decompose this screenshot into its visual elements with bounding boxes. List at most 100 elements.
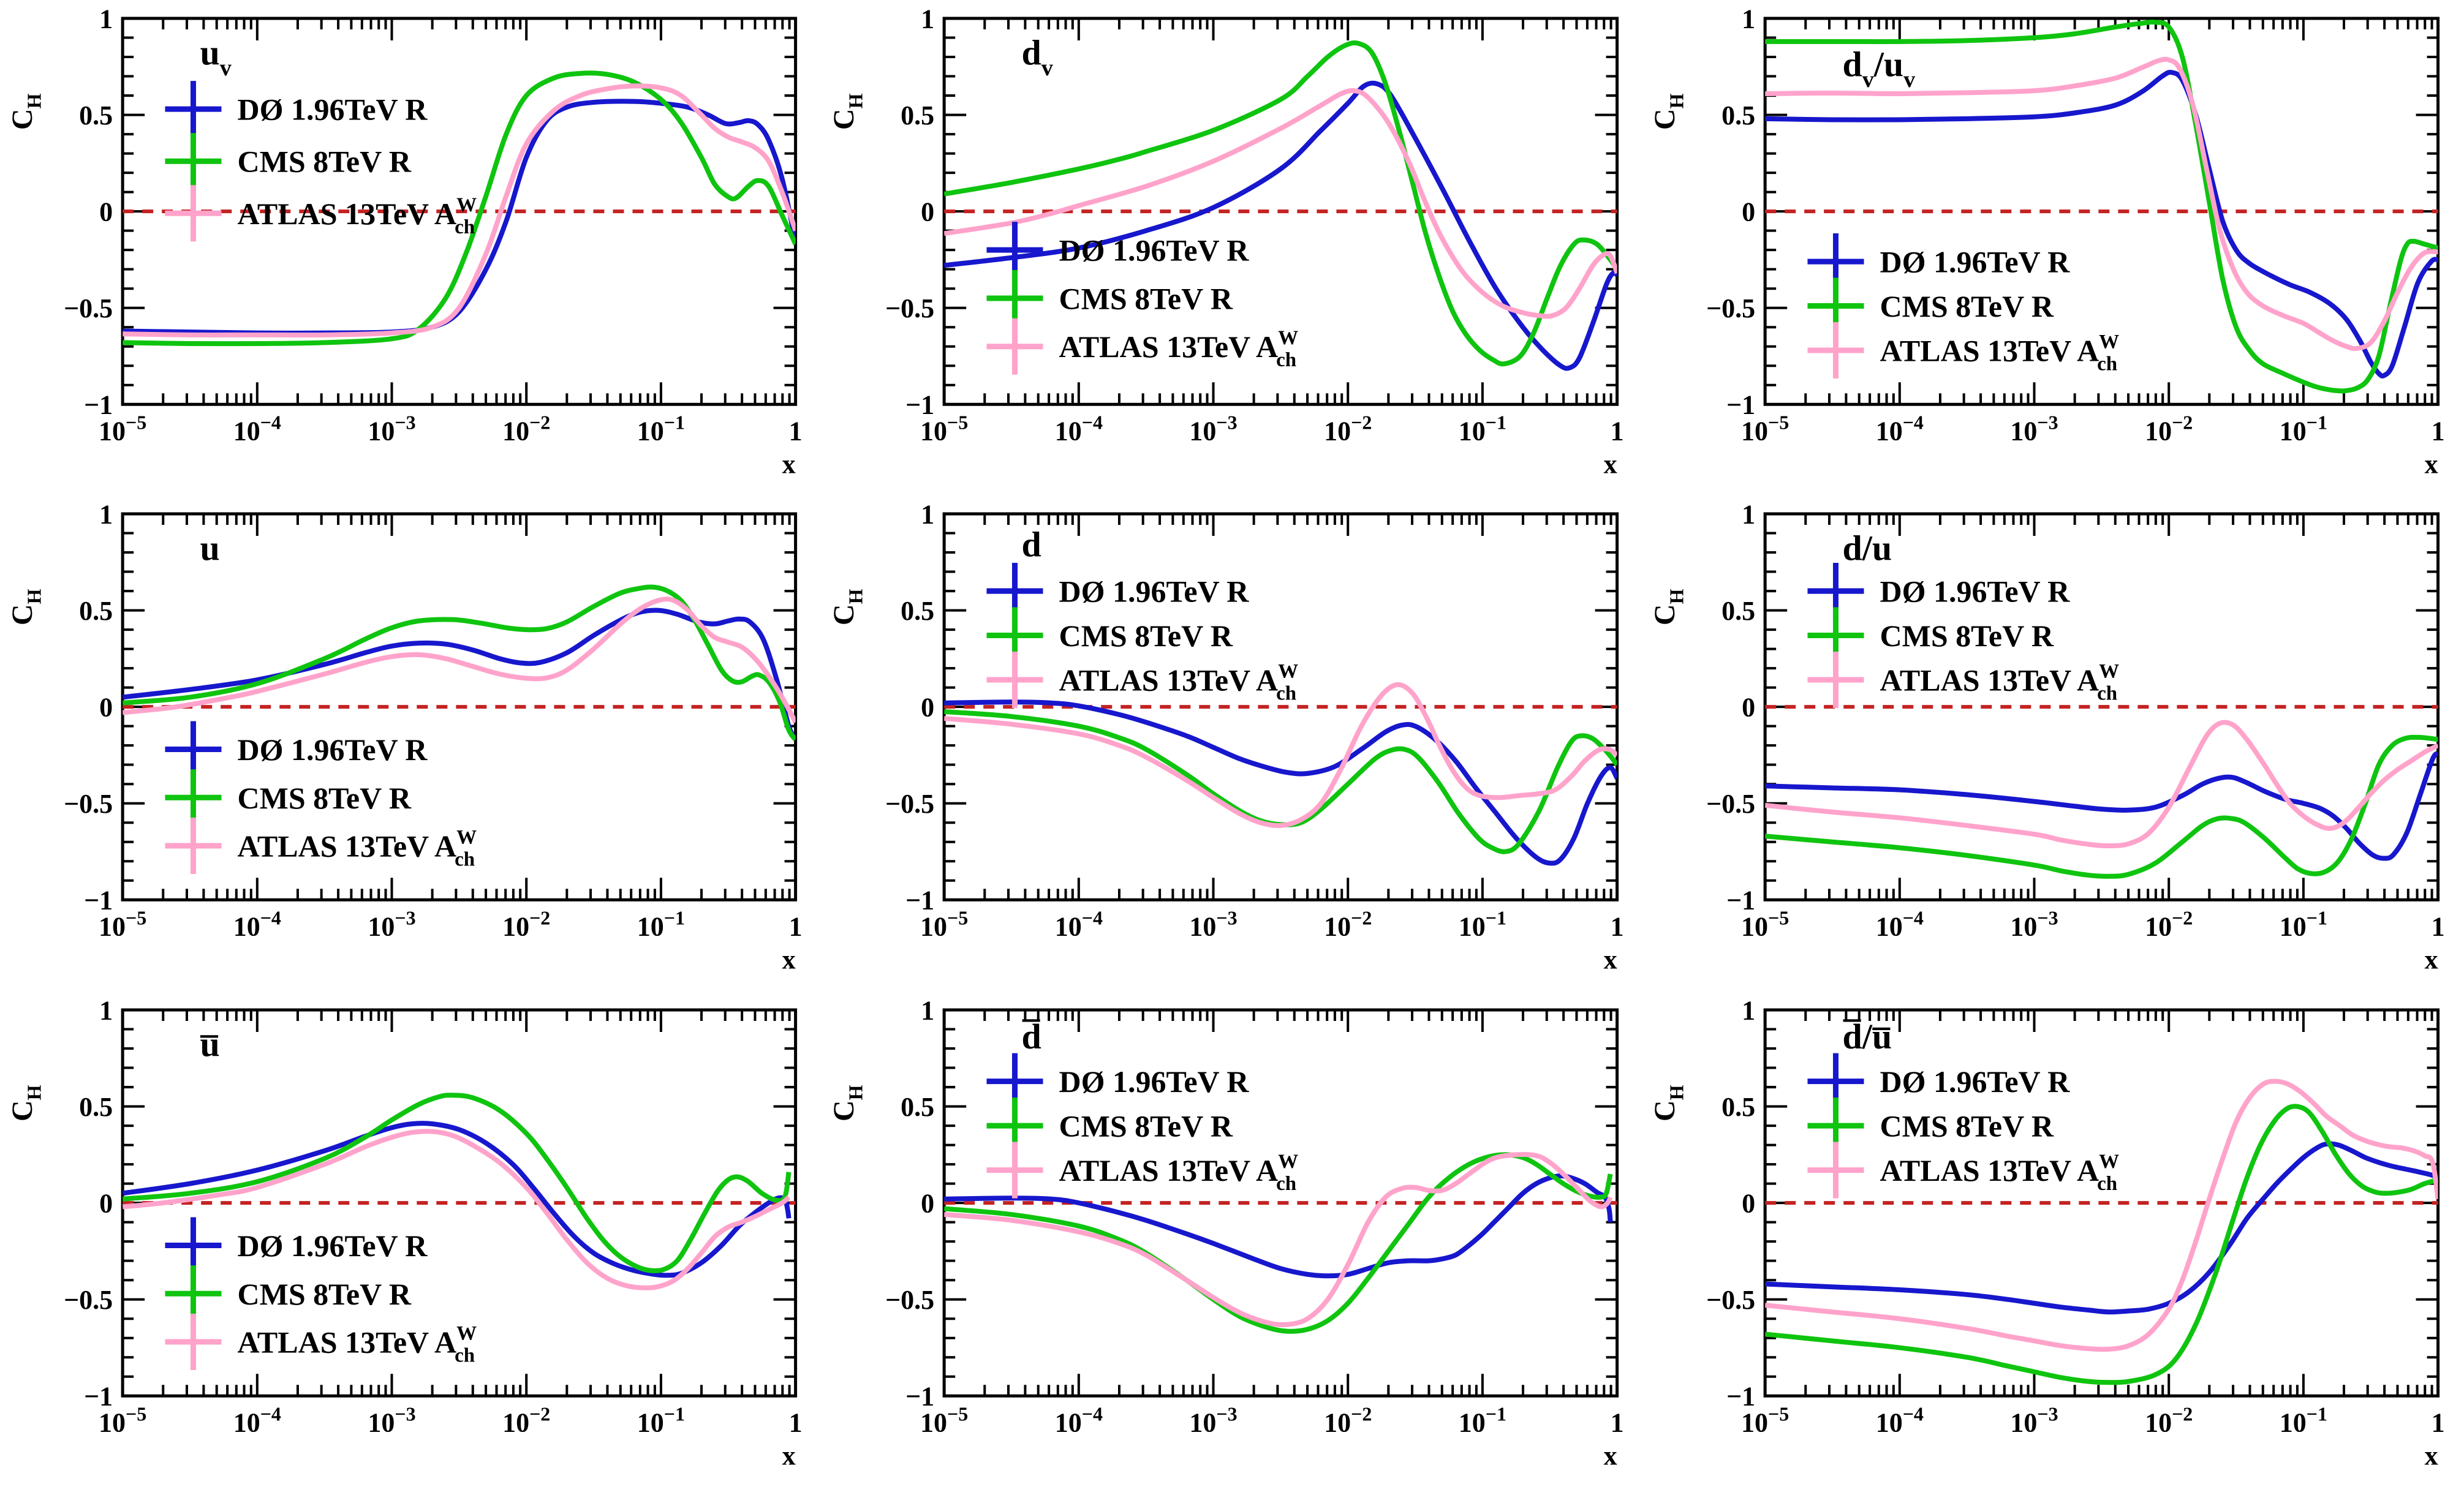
legend-entry: CMS 8TeV R [1807, 277, 2054, 334]
axis-ticks [123, 17, 796, 406]
series-curve-2 [123, 597, 796, 724]
y-tick-label: 1 [1742, 500, 1755, 530]
plus-icon [1807, 652, 1864, 709]
legend-entry: ATLAS 13TeV AW ch [986, 652, 1298, 709]
x-axis-label: x [782, 945, 796, 975]
legend-entry: ATLAS 13TeV AW ch [1807, 1142, 2120, 1199]
axis-ticks [1765, 1008, 2438, 1397]
panel-title: d [1021, 525, 1041, 565]
x-tick-label: 10−5 [99, 411, 146, 446]
legend-label: CMS 8TeV R [1059, 1109, 1233, 1143]
legend-entry: CMS 8TeV R [986, 1097, 1233, 1154]
plus-icon [1807, 1142, 1864, 1199]
x-tick-label: 10−5 [920, 1402, 968, 1437]
plus-icon [165, 185, 222, 242]
x-axis-label: x [1603, 945, 1617, 975]
x-tick-label: 10−4 [233, 1402, 281, 1437]
legend: DØ 1.96TeV R CMS 8TeV R ATLAS 13TeV AW ch [986, 563, 1298, 709]
series-curve-0 [943, 80, 1617, 371]
y-tick-label: 0.5 [79, 100, 113, 130]
legend: DØ 1.96TeV R CMS 8TeV R ATLAS 13TeV AW ch [986, 222, 1298, 375]
y-tick-label: 1 [921, 500, 934, 530]
legend: DØ 1.96TeV R CMS 8TeV R ATLAS 13TeV AW ch [1807, 563, 2120, 709]
series-curve-2 [1765, 720, 2438, 849]
y-tick-label: 0.5 [901, 100, 934, 130]
y-axis-label: CH [828, 1085, 866, 1121]
legend-entry: DØ 1.96TeV R [165, 721, 428, 778]
series-curve-2 [943, 88, 1617, 319]
y-tick-label: 0.5 [1721, 100, 1755, 130]
panel-uv: 10.50−0.5−110−5 10−4 10−3 10−2 10−1 1xCHuvDØ … [6, 4, 803, 479]
legend-entry: CMS 8TeV R [165, 769, 412, 826]
x-tick-label: 10−5 [99, 1402, 146, 1437]
legend-label: CMS 8TeV R [1059, 619, 1233, 653]
y-tick-label: −1 [84, 1381, 113, 1411]
x-tick-label: 10−1 [1458, 411, 1506, 446]
series-curve-1 [943, 709, 1617, 855]
legend-entry: CMS 8TeV R [986, 269, 1233, 326]
y-tick-label: 1 [99, 995, 113, 1025]
x-tick-label: 10−4 [233, 411, 281, 446]
y-tick-label: 1 [921, 4, 934, 34]
x-tick-label: 10−3 [368, 411, 415, 446]
legend-label: ATLAS 13TeV AW ch [1880, 1151, 2120, 1195]
x-tick-label: 10−4 [1876, 907, 1924, 942]
legend-entry: CMS 8TeV R [165, 1265, 412, 1322]
legend-entry: ATLAS 13TeV AW ch [165, 185, 477, 242]
legend-entry: ATLAS 13TeV AW ch [1807, 652, 2120, 709]
x-axis-label: x [1603, 449, 1617, 479]
x-tick-label: 10−1 [2280, 1402, 2327, 1437]
x-tick-label: 10−3 [1189, 411, 1237, 446]
legend-label: CMS 8TeV R [1880, 289, 2054, 323]
legend-label: CMS 8TeV R [1880, 1109, 2054, 1143]
legend-label: DØ 1.96TeV R [238, 1229, 428, 1263]
x-tick-label: 10−2 [2145, 907, 2193, 942]
x-tick-label: 10−5 [99, 907, 146, 942]
panel-dbar-over-ubar: 10.50−0.5−110−5 10−4 10−3 10−2 10−1 1xCHd̅/u̅… [1649, 995, 2445, 1470]
y-tick-label: −1 [905, 886, 934, 916]
x-tick-label: 10−4 [1876, 411, 1924, 446]
y-tick-label: 1 [1742, 4, 1755, 34]
legend-label: ATLAS 13TeV AW ch [238, 1322, 477, 1366]
legend-entry: ATLAS 13TeV AW ch [165, 1313, 477, 1370]
x-tick-label: 10−1 [2280, 411, 2327, 446]
y-tick-label: −1 [84, 886, 113, 916]
y-tick-label: 0 [99, 1188, 113, 1218]
x-tick-label: 10−2 [2145, 1402, 2193, 1437]
panel-title: dv [1021, 33, 1052, 81]
series-curve-0 [123, 1120, 792, 1278]
x-tick-label: 10−5 [920, 411, 968, 446]
y-axis-label: CH [1649, 93, 1687, 130]
x-tick-label: 10−2 [1324, 411, 1372, 446]
x-axis-label: x [782, 449, 796, 479]
panel-ubar: 10.50−0.5−110−5 10−4 10−3 10−2 10−1 1xCHu̅DØ … [6, 995, 803, 1470]
x-tick-label: 10−2 [502, 907, 550, 942]
series-curve-0 [1765, 1141, 2438, 1314]
legend-entry: DØ 1.96TeV R [1807, 233, 2071, 290]
plus-icon [986, 652, 1043, 709]
x-tick-label: 1 [1610, 1407, 1623, 1437]
x-tick-label: 10−2 [502, 411, 550, 446]
plus-icon [165, 133, 222, 190]
panel-title: d̅ [1021, 1017, 1041, 1056]
plus-icon [986, 1142, 1043, 1199]
series-curve-1 [123, 1092, 792, 1273]
panel-dv-over-uv: 10.50−0.5−110−5 10−4 10−3 10−2 10−1 1xCHdv/uv… [1649, 4, 2445, 479]
x-tick-label: 10−2 [2145, 411, 2193, 446]
x-tick-label: 1 [2432, 912, 2445, 942]
series-curve-2 [1765, 56, 2438, 352]
legend-label: ATLAS 13TeV AW ch [1059, 327, 1298, 371]
legend-entry: DØ 1.96TeV R [165, 81, 428, 138]
series-curve-1 [123, 70, 796, 347]
x-tick-label: 10−1 [637, 1402, 685, 1437]
series-curve-2 [1765, 1079, 2438, 1352]
y-axis-label: CH [828, 93, 866, 130]
y-tick-label: 1 [99, 4, 113, 34]
x-axis-label: x [1603, 1440, 1617, 1470]
legend-label: ATLAS 13TeV AW ch [1880, 661, 2120, 705]
y-tick-label: −0.5 [1706, 293, 1755, 323]
y-tick-label: 0 [921, 693, 934, 723]
legend-label: DØ 1.96TeV R [1880, 245, 2071, 279]
panel-title: d/u [1843, 529, 1892, 568]
y-tick-label: −0.5 [885, 789, 934, 819]
